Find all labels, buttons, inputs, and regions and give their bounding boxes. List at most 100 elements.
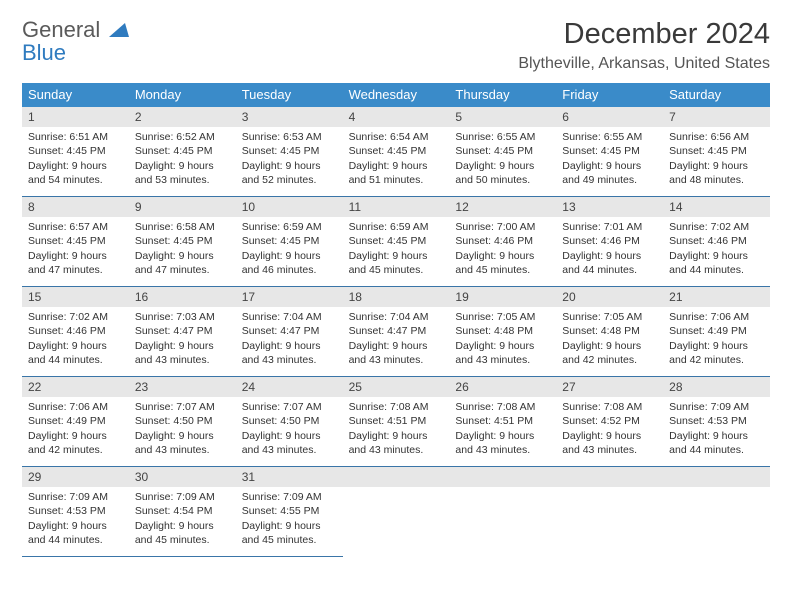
sunset-line: Sunset: 4:45 PM xyxy=(242,234,337,248)
day-number: 24 xyxy=(236,377,343,397)
brand-logo: General Blue xyxy=(22,18,129,64)
day-number: 22 xyxy=(22,377,129,397)
sunset-line: Sunset: 4:50 PM xyxy=(135,414,230,428)
sunset-line: Sunset: 4:48 PM xyxy=(455,324,550,338)
day-cell: 14Sunrise: 7:02 AMSunset: 4:46 PMDayligh… xyxy=(663,197,770,287)
day-cell: 30Sunrise: 7:09 AMSunset: 4:54 PMDayligh… xyxy=(129,467,236,557)
day-details: Sunrise: 6:52 AMSunset: 4:45 PMDaylight:… xyxy=(129,127,236,193)
dow-header: Monday xyxy=(129,83,236,107)
day-cell: 31Sunrise: 7:09 AMSunset: 4:55 PMDayligh… xyxy=(236,467,343,557)
daylight-line: Daylight: 9 hours and 45 minutes. xyxy=(455,249,550,277)
day-number: 4 xyxy=(343,107,450,127)
day-cell: 1Sunrise: 6:51 AMSunset: 4:45 PMDaylight… xyxy=(22,107,129,197)
page-title: December 2024 xyxy=(518,18,770,51)
day-details: Sunrise: 7:05 AMSunset: 4:48 PMDaylight:… xyxy=(449,307,556,373)
sunset-line: Sunset: 4:50 PM xyxy=(242,414,337,428)
day-details: Sunrise: 6:57 AMSunset: 4:45 PMDaylight:… xyxy=(22,217,129,283)
day-cell: 12Sunrise: 7:00 AMSunset: 4:46 PMDayligh… xyxy=(449,197,556,287)
day-cell: 27Sunrise: 7:08 AMSunset: 4:52 PMDayligh… xyxy=(556,377,663,467)
sunset-line: Sunset: 4:45 PM xyxy=(349,144,444,158)
daylight-line: Daylight: 9 hours and 44 minutes. xyxy=(669,429,764,457)
daylight-line: Daylight: 9 hours and 43 minutes. xyxy=(135,429,230,457)
dow-header: Thursday xyxy=(449,83,556,107)
dow-header: Saturday xyxy=(663,83,770,107)
daylight-line: Daylight: 9 hours and 50 minutes. xyxy=(455,159,550,187)
day-cell: 16Sunrise: 7:03 AMSunset: 4:47 PMDayligh… xyxy=(129,287,236,377)
day-details: Sunrise: 7:02 AMSunset: 4:46 PMDaylight:… xyxy=(22,307,129,373)
sunset-line: Sunset: 4:53 PM xyxy=(28,504,123,518)
location-text: Blytheville, Arkansas, United States xyxy=(518,55,770,73)
day-cell: 24Sunrise: 7:07 AMSunset: 4:50 PMDayligh… xyxy=(236,377,343,467)
sunrise-line: Sunrise: 7:09 AM xyxy=(135,490,230,504)
sunrise-line: Sunrise: 7:06 AM xyxy=(28,400,123,414)
sunrise-line: Sunrise: 7:05 AM xyxy=(455,310,550,324)
sunrise-line: Sunrise: 7:07 AM xyxy=(242,400,337,414)
daylight-line: Daylight: 9 hours and 47 minutes. xyxy=(28,249,123,277)
sunset-line: Sunset: 4:45 PM xyxy=(28,234,123,248)
day-details: Sunrise: 7:03 AMSunset: 4:47 PMDaylight:… xyxy=(129,307,236,373)
day-cell: 21Sunrise: 7:06 AMSunset: 4:49 PMDayligh… xyxy=(663,287,770,377)
day-cell: 3Sunrise: 6:53 AMSunset: 4:45 PMDaylight… xyxy=(236,107,343,197)
daylight-line: Daylight: 9 hours and 51 minutes. xyxy=(349,159,444,187)
day-details: Sunrise: 7:09 AMSunset: 4:54 PMDaylight:… xyxy=(129,487,236,553)
day-details: Sunrise: 7:01 AMSunset: 4:46 PMDaylight:… xyxy=(556,217,663,283)
daylight-line: Daylight: 9 hours and 44 minutes. xyxy=(669,249,764,277)
day-details: Sunrise: 6:58 AMSunset: 4:45 PMDaylight:… xyxy=(129,217,236,283)
sunrise-line: Sunrise: 7:00 AM xyxy=(455,220,550,234)
day-number: 5 xyxy=(449,107,556,127)
day-number: 10 xyxy=(236,197,343,217)
day-cell: 6Sunrise: 6:55 AMSunset: 4:45 PMDaylight… xyxy=(556,107,663,197)
day-cell: 17Sunrise: 7:04 AMSunset: 4:47 PMDayligh… xyxy=(236,287,343,377)
day-number: 6 xyxy=(556,107,663,127)
day-cell: 2Sunrise: 6:52 AMSunset: 4:45 PMDaylight… xyxy=(129,107,236,197)
daylight-line: Daylight: 9 hours and 45 minutes. xyxy=(349,249,444,277)
day-number: 19 xyxy=(449,287,556,307)
sunrise-line: Sunrise: 7:07 AM xyxy=(135,400,230,414)
day-number: 7 xyxy=(663,107,770,127)
sunset-line: Sunset: 4:54 PM xyxy=(135,504,230,518)
sunrise-line: Sunrise: 6:53 AM xyxy=(242,130,337,144)
day-number: 15 xyxy=(22,287,129,307)
daylight-line: Daylight: 9 hours and 44 minutes. xyxy=(562,249,657,277)
day-cell: 18Sunrise: 7:04 AMSunset: 4:47 PMDayligh… xyxy=(343,287,450,377)
sunrise-line: Sunrise: 6:57 AM xyxy=(28,220,123,234)
sunset-line: Sunset: 4:49 PM xyxy=(28,414,123,428)
sunrise-line: Sunrise: 7:08 AM xyxy=(562,400,657,414)
daylight-line: Daylight: 9 hours and 43 minutes. xyxy=(455,339,550,367)
day-cell: 10Sunrise: 6:59 AMSunset: 4:45 PMDayligh… xyxy=(236,197,343,287)
sunset-line: Sunset: 4:45 PM xyxy=(135,144,230,158)
day-number: 3 xyxy=(236,107,343,127)
day-number: 27 xyxy=(556,377,663,397)
day-details: Sunrise: 7:05 AMSunset: 4:48 PMDaylight:… xyxy=(556,307,663,373)
day-cell: 4Sunrise: 6:54 AMSunset: 4:45 PMDaylight… xyxy=(343,107,450,197)
day-cell: 29Sunrise: 7:09 AMSunset: 4:53 PMDayligh… xyxy=(22,467,129,557)
sunset-line: Sunset: 4:45 PM xyxy=(455,144,550,158)
day-cell: 22Sunrise: 7:06 AMSunset: 4:49 PMDayligh… xyxy=(22,377,129,467)
day-cell: 9Sunrise: 6:58 AMSunset: 4:45 PMDaylight… xyxy=(129,197,236,287)
daylight-line: Daylight: 9 hours and 43 minutes. xyxy=(349,429,444,457)
day-details: Sunrise: 6:59 AMSunset: 4:45 PMDaylight:… xyxy=(236,217,343,283)
day-details: Sunrise: 7:09 AMSunset: 4:53 PMDaylight:… xyxy=(22,487,129,553)
day-details: Sunrise: 6:53 AMSunset: 4:45 PMDaylight:… xyxy=(236,127,343,193)
sunset-line: Sunset: 4:45 PM xyxy=(242,144,337,158)
sunrise-line: Sunrise: 7:01 AM xyxy=(562,220,657,234)
dow-header: Tuesday xyxy=(236,83,343,107)
daylight-line: Daylight: 9 hours and 54 minutes. xyxy=(28,159,123,187)
day-number: 18 xyxy=(343,287,450,307)
day-details: Sunrise: 6:59 AMSunset: 4:45 PMDaylight:… xyxy=(343,217,450,283)
header: General Blue December 2024 Blytheville, … xyxy=(22,18,770,73)
title-block: December 2024 Blytheville, Arkansas, Uni… xyxy=(518,18,770,73)
daylight-line: Daylight: 9 hours and 47 minutes. xyxy=(135,249,230,277)
day-number: 12 xyxy=(449,197,556,217)
day-cell: 28Sunrise: 7:09 AMSunset: 4:53 PMDayligh… xyxy=(663,377,770,467)
sunrise-line: Sunrise: 6:59 AM xyxy=(349,220,444,234)
day-cell: 7Sunrise: 6:56 AMSunset: 4:45 PMDaylight… xyxy=(663,107,770,197)
sunrise-line: Sunrise: 6:55 AM xyxy=(562,130,657,144)
calendar-grid: SundayMondayTuesdayWednesdayThursdayFrid… xyxy=(22,83,770,557)
sunset-line: Sunset: 4:53 PM xyxy=(669,414,764,428)
day-details: Sunrise: 7:09 AMSunset: 4:53 PMDaylight:… xyxy=(663,397,770,463)
day-details: Sunrise: 7:08 AMSunset: 4:51 PMDaylight:… xyxy=(449,397,556,463)
day-number: 28 xyxy=(663,377,770,397)
dow-header: Friday xyxy=(556,83,663,107)
sunrise-line: Sunrise: 6:56 AM xyxy=(669,130,764,144)
